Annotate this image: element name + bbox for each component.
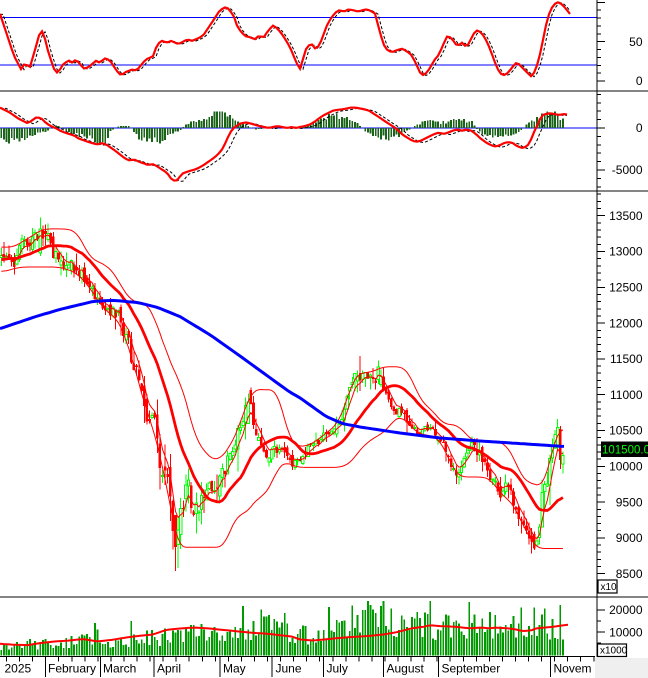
svg-text:x1000: x1000 [600,646,628,657]
svg-text:Novem: Novem [554,662,592,676]
svg-text:x10: x10 [601,582,618,593]
svg-text:9500: 9500 [616,495,643,509]
svg-text:50: 50 [629,35,643,49]
svg-text:0: 0 [636,121,643,135]
svg-text:2025: 2025 [5,662,32,676]
svg-text:20000: 20000 [609,603,643,617]
svg-text:May: May [223,662,246,676]
svg-text:0: 0 [636,74,643,88]
svg-text:-5000: -5000 [612,163,643,177]
svg-text:13500: 13500 [609,209,643,223]
svg-text:March: March [103,662,136,676]
svg-text:12000: 12000 [609,316,643,330]
svg-text:August: August [387,662,425,676]
svg-text:10000: 10000 [609,460,643,474]
svg-text:June: June [276,662,302,676]
svg-text:8500: 8500 [616,567,643,581]
svg-text:101500.0: 101500.0 [602,444,648,456]
svg-text:10500: 10500 [609,424,643,438]
svg-text:10000: 10000 [609,625,643,639]
svg-text:September: September [442,662,501,676]
svg-text:11500: 11500 [610,352,643,366]
svg-text:13000: 13000 [609,245,643,259]
svg-text:April: April [157,662,181,676]
svg-text:February: February [48,662,96,676]
svg-text:9000: 9000 [616,531,643,545]
svg-text:11000: 11000 [610,388,643,402]
svg-text:12500: 12500 [609,281,643,295]
svg-text:July: July [327,662,348,676]
